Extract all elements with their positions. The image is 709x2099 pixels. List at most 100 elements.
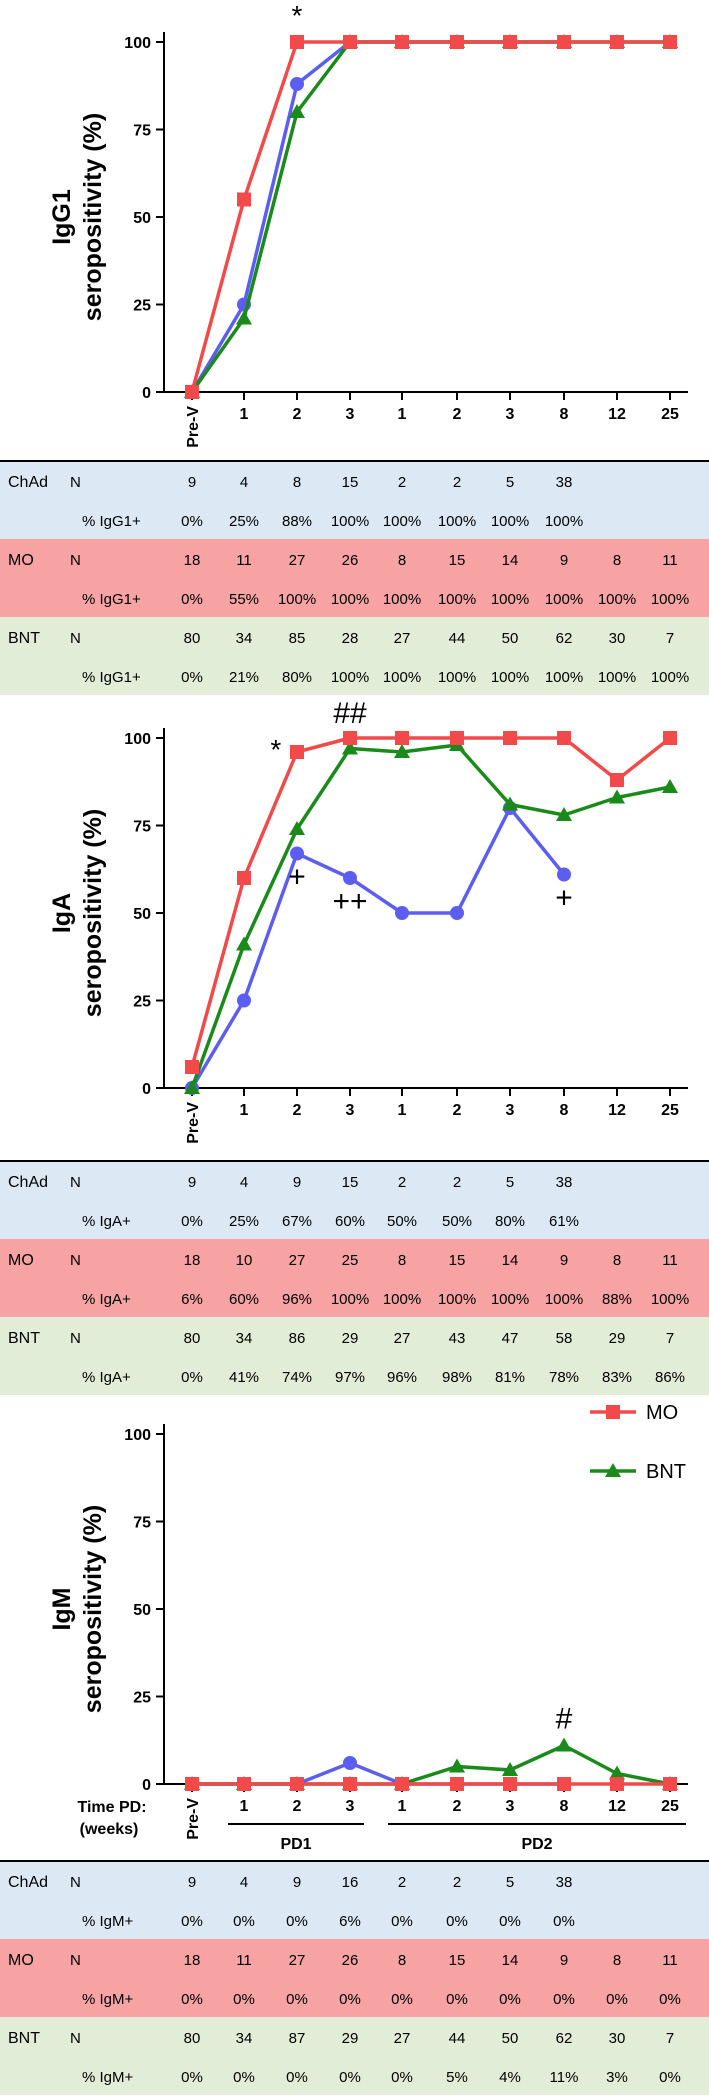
table-cell: 15 — [342, 1174, 359, 1191]
table-cell: 8 — [398, 1952, 406, 1969]
table-cell: 0% — [606, 1991, 628, 2008]
table-cell: 87 — [289, 2030, 306, 2047]
table-cell: 27 — [289, 552, 306, 569]
table-cell: 11% — [550, 2069, 579, 2086]
table-cell: 11 — [662, 1952, 678, 1969]
mo-point — [606, 1405, 620, 1419]
table-cell: 2 — [453, 1174, 461, 1191]
table-band-chad — [0, 461, 709, 539]
table-cell: 10 — [236, 1252, 253, 1269]
y-tick-label: 25 — [133, 994, 151, 1011]
table-band-bnt — [0, 1317, 709, 1395]
table-cell: 0% — [659, 1991, 681, 2008]
table-cell: 8 — [398, 1252, 406, 1269]
table-cell: 0% — [446, 1991, 468, 2008]
bnt-point — [502, 1762, 518, 1776]
table-cell: 14 — [502, 1252, 519, 1269]
table-cell: 2 — [453, 474, 461, 491]
table-group-name: ChAd — [8, 1174, 48, 1191]
x-tick-label: 25 — [661, 1798, 679, 1815]
table-cell: 0% — [499, 1913, 521, 1930]
bnt-line — [190, 743, 671, 1089]
bnt-point — [605, 1463, 621, 1477]
table-cell: 100% — [545, 591, 583, 608]
table-cell: 0% — [286, 1913, 308, 1930]
x-tick-label: Pre-V — [185, 406, 202, 448]
y-tick-label: 25 — [133, 1690, 151, 1707]
y-tick-label: 50 — [133, 1602, 151, 1619]
x-tick-label: 2 — [293, 1102, 302, 1119]
x-tick-label: 2 — [453, 406, 462, 423]
table-cell: 55% — [229, 591, 259, 608]
table-row-label: N — [70, 474, 81, 491]
table-cell: 0% — [181, 1369, 203, 1386]
table-cell: 4% — [499, 2069, 521, 2086]
mo-point — [237, 871, 251, 885]
chad-point — [450, 906, 464, 920]
table-row-label: N — [70, 1874, 81, 1891]
table-cell: 27 — [394, 630, 411, 647]
table-cell: 7 — [666, 2030, 674, 2047]
table-band-chad — [0, 1861, 709, 1939]
chad-point — [395, 906, 409, 920]
table-cell: 0% — [233, 1991, 255, 2008]
table-cell: 100% — [651, 591, 689, 608]
table-cell: 5 — [506, 1174, 514, 1191]
table-cell: 100% — [491, 669, 529, 686]
table-band-chad — [0, 1161, 709, 1239]
bnt-point — [609, 789, 625, 804]
table-cell: 100% — [545, 513, 583, 530]
table-cell: 26 — [342, 552, 359, 569]
table-cell: 74% — [282, 1369, 312, 1386]
table-cell: 100% — [331, 591, 369, 608]
x-tick-label: 3 — [506, 1798, 515, 1815]
table-cell: 5 — [506, 1874, 514, 1891]
table-cell: 27 — [289, 1252, 306, 1269]
table-cell: 80 — [184, 1330, 201, 1347]
table-cell: 100% — [438, 669, 476, 686]
bnt-point — [342, 740, 358, 755]
chad-point — [237, 993, 251, 1008]
table-cell: 5 — [506, 474, 514, 491]
table-cell: 85 — [289, 630, 306, 647]
bnt-line — [192, 1743, 671, 1786]
table-cell: 100% — [331, 1291, 369, 1308]
table-row-label: N — [70, 2030, 81, 2047]
table-band-mo — [0, 539, 709, 617]
table-cell: 25% — [229, 1213, 259, 1230]
table-group-name: MO — [8, 552, 34, 569]
series-chad — [185, 35, 571, 399]
pd2-label: PD2 — [521, 1836, 552, 1853]
table-cell: 80% — [495, 1213, 525, 1230]
y-axis-label-antibody: IgG1 — [48, 189, 76, 245]
table-cell: 86% — [655, 1369, 685, 1386]
table-cell: 43 — [449, 1330, 466, 1347]
x-tick-label: Pre-V — [185, 1102, 202, 1144]
table-cell: 100% — [598, 669, 636, 686]
mo-point — [395, 1777, 409, 1791]
x-tick-label: 1 — [240, 1798, 249, 1815]
y-tick-label: 100 — [124, 1427, 151, 1444]
bnt-point — [394, 744, 410, 758]
table-cell: 8 — [613, 552, 621, 569]
mo-point — [557, 1777, 571, 1791]
table-cell: 38 — [556, 474, 573, 491]
table-cell: 100% — [383, 513, 421, 530]
table-cell: 62 — [556, 630, 573, 647]
chad-line — [190, 40, 564, 393]
table-cell: 34 — [236, 630, 253, 647]
table-cell: 0% — [339, 2069, 361, 2086]
table-cell: 41% — [229, 1369, 259, 1386]
table-cell: 80 — [184, 2030, 201, 2047]
table-cell: 21% — [229, 669, 259, 686]
mo-point — [343, 1777, 357, 1791]
table-cell: 26 — [342, 1952, 359, 1969]
x-tick-label: 2 — [293, 406, 302, 423]
bnt-point — [184, 1080, 200, 1094]
series-bnt — [184, 1737, 678, 1790]
mo-point — [395, 731, 409, 745]
table-cell: 0% — [553, 1991, 575, 2008]
table-cell: 44 — [449, 630, 466, 647]
table-cell: 67% — [282, 1213, 312, 1230]
x-tick-label: 2 — [453, 1102, 462, 1119]
